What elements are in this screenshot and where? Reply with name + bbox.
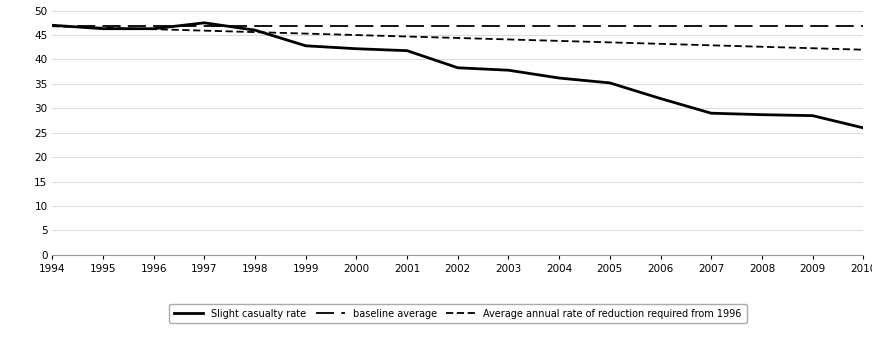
Slight casualty rate [453,65,463,70]
Slight casualty rate [199,21,209,25]
baseline average [199,24,209,28]
Slight casualty rate [301,44,311,48]
Average annual rate of reduction required from 1996 [807,46,818,50]
Legend: Slight casualty rate, baseline average, Average annual rate of reduction require: Slight casualty rate, baseline average, … [169,304,746,324]
Slight casualty rate [554,76,564,80]
Average annual rate of reduction required from 1996 [706,43,717,47]
Slight casualty rate [706,111,717,115]
Line: Average annual rate of reduction required from 1996: Average annual rate of reduction require… [52,26,863,50]
Average annual rate of reduction required from 1996 [351,33,362,37]
Average annual rate of reduction required from 1996 [250,30,261,34]
Average annual rate of reduction required from 1996 [757,45,767,49]
Slight casualty rate [351,47,362,51]
Average annual rate of reduction required from 1996 [47,24,58,28]
baseline average [47,24,58,28]
Slight casualty rate [858,126,869,130]
Average annual rate of reduction required from 1996 [604,40,615,45]
baseline average [554,24,564,28]
baseline average [148,24,159,28]
baseline average [656,24,666,28]
baseline average [453,24,463,28]
Average annual rate of reduction required from 1996 [453,36,463,40]
baseline average [706,24,717,28]
Slight casualty rate [503,68,514,72]
baseline average [250,24,261,28]
baseline average [604,24,615,28]
Slight casualty rate [98,27,108,31]
baseline average [301,24,311,28]
Average annual rate of reduction required from 1996 [554,39,564,43]
Slight casualty rate [250,28,261,32]
baseline average [807,24,818,28]
Average annual rate of reduction required from 1996 [656,42,666,46]
baseline average [402,24,412,28]
Slight casualty rate [656,96,666,101]
Slight casualty rate [807,114,818,118]
Slight casualty rate [604,81,615,85]
Slight casualty rate [402,48,412,53]
Slight casualty rate [47,23,58,27]
Average annual rate of reduction required from 1996 [199,29,209,33]
Average annual rate of reduction required from 1996 [402,34,412,39]
baseline average [351,24,362,28]
Line: Slight casualty rate: Slight casualty rate [52,23,863,128]
Slight casualty rate [757,113,767,117]
Average annual rate of reduction required from 1996 [858,47,869,52]
Average annual rate of reduction required from 1996 [503,37,514,41]
baseline average [98,24,108,28]
baseline average [503,24,514,28]
baseline average [858,24,869,28]
Slight casualty rate [148,27,159,31]
baseline average [757,24,767,28]
Average annual rate of reduction required from 1996 [98,25,108,30]
Average annual rate of reduction required from 1996 [301,32,311,36]
Average annual rate of reduction required from 1996 [148,27,159,31]
